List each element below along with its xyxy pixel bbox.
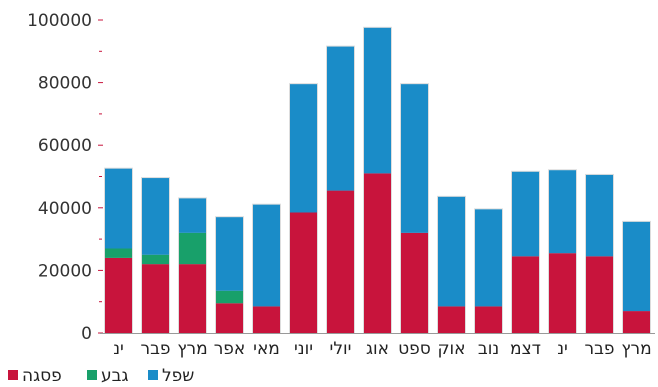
bar-segment [142, 264, 169, 333]
bar-segment [216, 217, 243, 291]
x-tick-label: נוב [478, 339, 499, 359]
bar-segment [179, 198, 206, 233]
x-tick-label: אוק [437, 339, 465, 359]
legend: פסגה גבע שפל [8, 366, 194, 386]
y-tick-label: 100000 [27, 11, 92, 31]
bar-segment [586, 256, 613, 333]
bar-segment [216, 290, 243, 304]
bar-segment [179, 264, 206, 333]
bar-segment [179, 232, 206, 265]
x-tick-label: מרץ [177, 339, 207, 359]
x-tick-label: פבר [140, 339, 170, 359]
bar-segment [512, 256, 539, 333]
y-tick-label: 0 [81, 324, 92, 344]
x-tick-label: פבר [584, 339, 614, 359]
bar-segment [401, 84, 428, 233]
x-axis: ינ פבר מרץ אפר מאי יוני יולי אוג ספט אוק נוב דצמ ינ פ… [100, 333, 655, 359]
bar-segment [327, 190, 354, 333]
x-tick-label: מאי [253, 339, 280, 359]
bar-segment [253, 204, 280, 307]
bar-segment [253, 306, 280, 333]
legend-swatch [87, 370, 97, 380]
legend-label: גבע [101, 366, 128, 386]
y-axis: 0 20000 40000 60000 80000 100000 [27, 11, 103, 344]
x-tick-label: ינ [113, 339, 124, 359]
bar-segment [216, 303, 243, 333]
bar-segment [512, 171, 539, 257]
x-tick-label: דצמ [510, 339, 541, 359]
bar-segment [623, 221, 650, 312]
legend-label: שפל [162, 366, 194, 386]
y-tick-label: 60000 [38, 136, 92, 156]
bar-segment [475, 209, 502, 307]
bar-segment [549, 253, 576, 333]
x-tick-label: אוג [366, 339, 389, 359]
bar-segment [364, 27, 391, 174]
bar-segment [327, 46, 354, 191]
bar-segment [623, 311, 650, 333]
x-tick-label: ינ [557, 339, 568, 359]
bar-segment [105, 257, 132, 333]
bar-segment [549, 170, 576, 254]
bar-segment [401, 232, 428, 333]
x-tick-label: יולי [330, 339, 352, 359]
x-tick-label: מרץ [621, 339, 651, 359]
legend-swatch [148, 370, 158, 380]
bar-segment [438, 196, 465, 307]
legend-swatch [8, 370, 18, 380]
bar-segment [290, 84, 317, 213]
bar-segment [290, 212, 317, 333]
bars [104, 26, 651, 333]
bar-segment [475, 306, 502, 333]
bar-segment [105, 168, 132, 249]
bar-segment [142, 254, 169, 265]
bar-segment [364, 173, 391, 333]
bar-segment [142, 178, 169, 255]
y-tick-label: 80000 [38, 74, 92, 94]
bar-segment [438, 306, 465, 333]
x-tick-label: יוני [294, 339, 313, 359]
y-tick-label: 40000 [38, 199, 92, 219]
bar-segment [105, 248, 132, 258]
legend-label: פסגה [22, 366, 62, 386]
x-tick-label: אפר [214, 339, 246, 359]
bar-segment [586, 174, 613, 257]
x-tick-label: ספט [398, 339, 431, 359]
y-tick-label: 20000 [38, 261, 92, 281]
